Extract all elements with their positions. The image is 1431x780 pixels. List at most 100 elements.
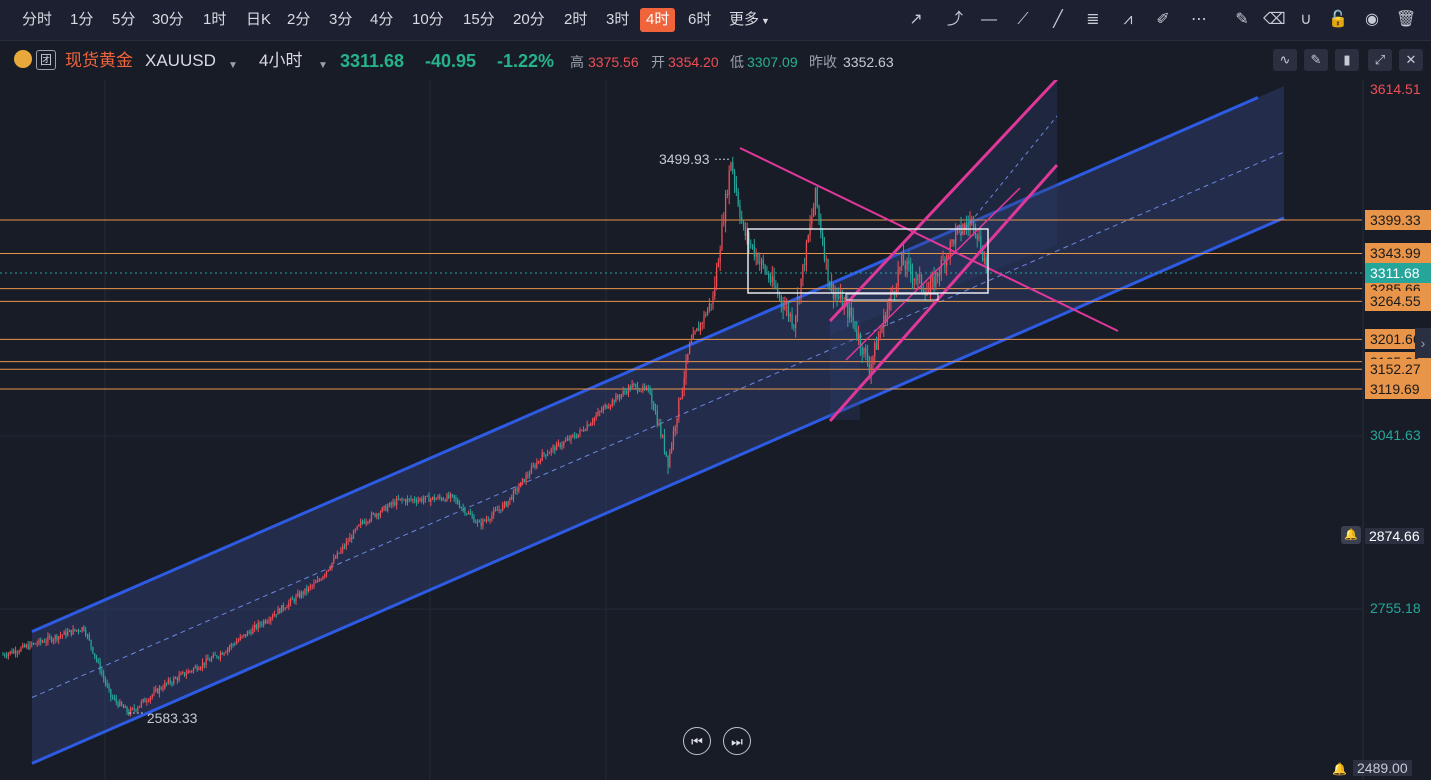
candle-111: [201, 658, 204, 672]
candle-body-110: [200, 667, 202, 669]
timeframe-4[interactable]: 1时: [203, 11, 227, 28]
timeframe-1[interactable]: 1分: [70, 11, 94, 28]
candle-body-539: [971, 217, 973, 221]
candle-body-228: [412, 499, 414, 501]
side-panel-toggle-icon[interactable]: ›: [1415, 328, 1431, 358]
candle-164: [297, 589, 299, 598]
timeframe-13[interactable]: 3时: [606, 11, 630, 28]
candle-body-3: [7, 653, 10, 657]
candle-44: [81, 626, 83, 633]
ray-icon[interactable]: ⤴: [946, 11, 963, 28]
timeframe-2[interactable]: 5分: [112, 11, 136, 28]
candle-body-394: [710, 303, 712, 305]
bottom-bell-icon[interactable]: 🔔: [1332, 762, 1347, 776]
candle-body-453: [816, 187, 818, 207]
candle-body-102: [185, 673, 187, 676]
candle-body-148: [268, 620, 270, 622]
timeframe-0[interactable]: 分时: [22, 11, 53, 28]
candle-body-10: [20, 647, 22, 652]
timeframe-15[interactable]: 6时: [688, 11, 712, 28]
candle-body-53: [97, 660, 99, 662]
candle-body-62: [113, 698, 116, 700]
candle-body-204: [369, 519, 371, 522]
symbol-code[interactable]: XAUUSD: [145, 51, 216, 70]
candle-body-329: [593, 417, 595, 422]
timeframe-16[interactable]: 更多 ▼: [729, 11, 770, 28]
interval-dropdown-icon[interactable]: ▼: [318, 60, 328, 71]
magnet-icon[interactable]: ∪: [1300, 11, 1312, 28]
timeframe-3[interactable]: 30分: [152, 11, 184, 28]
timeframe-8[interactable]: 4分: [370, 11, 394, 28]
candle-type-icon[interactable]: ▮: [1335, 49, 1359, 71]
scroll-left-button[interactable]: ⏮: [683, 727, 711, 755]
more-tools-icon[interactable]: ⋯: [1191, 11, 1207, 28]
unlock-icon[interactable]: 🔓: [1328, 11, 1348, 28]
candle-140: [254, 621, 256, 633]
pink-channel-upper: [828, 80, 1059, 323]
eye-icon[interactable]: ◉: [1365, 11, 1379, 28]
timeframe-6[interactable]: 2分: [287, 11, 311, 28]
candle-body-243: [439, 496, 441, 498]
brush-icon[interactable]: ╱: [1053, 11, 1063, 28]
candle-284: [512, 489, 515, 503]
candle-93: [169, 677, 171, 686]
candle-body-237: [428, 495, 430, 502]
candle-body-136: [246, 631, 249, 637]
candle-130: [236, 637, 238, 645]
candle-437: [787, 302, 790, 322]
candle-188: [340, 546, 342, 555]
candle-153: [277, 605, 279, 615]
timeframe-5[interactable]: 日K: [246, 11, 272, 28]
candle-body-216: [390, 503, 392, 505]
trash-icon[interactable]: 🗑: [1395, 11, 1417, 28]
candle-body-9: [18, 651, 20, 653]
draw-icon[interactable]: ✎: [1304, 49, 1328, 71]
candle-436: [786, 297, 788, 317]
scroll-right-button[interactable]: ⏭: [723, 727, 751, 755]
candle-262: [473, 513, 475, 523]
candle-138: [250, 628, 252, 636]
timeframe-7[interactable]: 3分: [329, 11, 353, 28]
indicator-icon[interactable]: ∿: [1273, 49, 1297, 71]
axis-tick-3: 2755.18: [1370, 600, 1421, 617]
candle-body-425: [766, 272, 768, 274]
candle-body-61: [112, 697, 114, 699]
candle-body-464: [836, 293, 838, 297]
timeframe-9[interactable]: 10分: [412, 11, 444, 28]
note-icon[interactable]: ✎: [1235, 11, 1249, 28]
candle-362: [653, 400, 655, 411]
candle-369: [665, 451, 667, 458]
close-icon[interactable]: ✕: [1399, 49, 1423, 71]
candle-body-24: [45, 641, 47, 643]
interval-select[interactable]: 4小时: [259, 51, 303, 70]
highlighter-icon[interactable]: ✐: [1156, 11, 1170, 28]
candle-body-369: [665, 451, 667, 456]
timeframe-10[interactable]: 15分: [463, 11, 495, 28]
fullscreen-icon[interactable]: ⤢: [1368, 49, 1392, 71]
candle-body-295: [532, 465, 534, 467]
timeframe-12[interactable]: 2时: [564, 11, 588, 28]
symbol-name[interactable]: 现货黄金: [65, 51, 133, 70]
fan-icon[interactable]: ⩘: [1123, 11, 1133, 28]
timeframe-11[interactable]: 20分: [513, 11, 545, 28]
segment-icon[interactable]: ⟋: [1017, 11, 1029, 28]
candle-body-484: [872, 356, 874, 365]
price-chart[interactable]: 3499.93 2583.33: [0, 80, 1431, 780]
fib-icon[interactable]: ≣: [1086, 11, 1100, 28]
candle-body-201: [363, 521, 365, 524]
candle-363: [654, 403, 657, 415]
eraser-icon[interactable]: ⌫: [1263, 11, 1286, 28]
open-value: 3354.20: [668, 54, 719, 70]
horizontal-line-icon[interactable]: —: [981, 11, 997, 28]
candle-body-105: [191, 670, 193, 672]
timeframe-14[interactable]: 4时: [640, 8, 676, 32]
candle-193: [349, 533, 351, 542]
candle-body-220: [397, 498, 400, 500]
alert-bell-icon[interactable]: 🔔: [1341, 526, 1361, 544]
candle-body-189: [342, 546, 344, 550]
candle-74: [135, 708, 137, 713]
trend-line-icon[interactable]: ↗: [909, 11, 923, 28]
candle-312: [563, 440, 565, 449]
symbol-dropdown-icon[interactable]: ▼: [228, 60, 238, 71]
candle-525: [946, 253, 948, 276]
